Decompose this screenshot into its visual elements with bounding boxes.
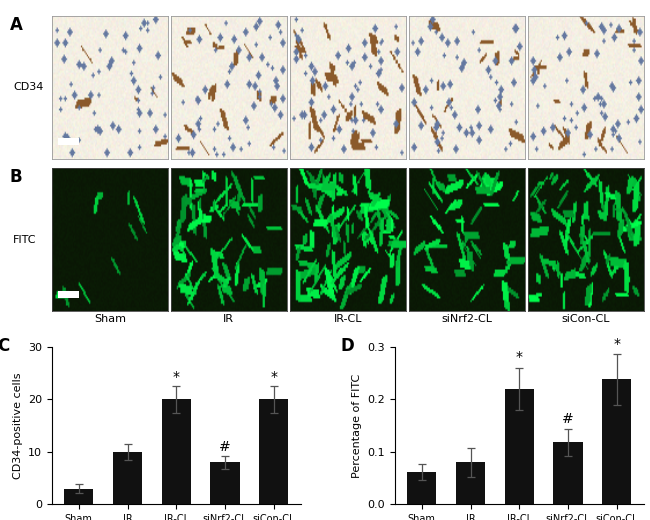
Bar	[456, 462, 485, 504]
Text: A: A	[10, 16, 23, 34]
Text: *: *	[270, 370, 278, 384]
Text: CD34: CD34	[13, 82, 44, 92]
Y-axis label: CD34-positive cells: CD34-positive cells	[12, 372, 23, 479]
Text: siNrf2-CL: siNrf2-CL	[441, 314, 492, 324]
Bar	[58, 138, 79, 146]
Text: #: #	[219, 440, 231, 454]
Bar	[162, 399, 191, 504]
Y-axis label: Percentage of FITC: Percentage of FITC	[352, 373, 362, 478]
Text: IR-CL: IR-CL	[333, 314, 362, 324]
Bar	[407, 472, 436, 504]
Bar	[58, 291, 79, 298]
Text: *: *	[613, 336, 620, 350]
Text: D: D	[341, 337, 354, 355]
Text: C: C	[0, 337, 10, 355]
Text: B: B	[10, 168, 22, 186]
Text: #: #	[562, 412, 574, 426]
Bar	[553, 443, 582, 504]
Bar	[259, 399, 289, 504]
Bar	[504, 389, 534, 504]
Text: FITC: FITC	[13, 235, 36, 244]
Bar	[113, 452, 142, 504]
Text: IR: IR	[223, 314, 234, 324]
Text: siCon-CL: siCon-CL	[562, 314, 610, 324]
Text: Sham: Sham	[94, 314, 125, 324]
Text: *: *	[515, 350, 523, 364]
Bar	[64, 489, 94, 504]
Text: *: *	[173, 370, 180, 384]
Bar	[602, 380, 631, 504]
Bar	[211, 462, 240, 504]
